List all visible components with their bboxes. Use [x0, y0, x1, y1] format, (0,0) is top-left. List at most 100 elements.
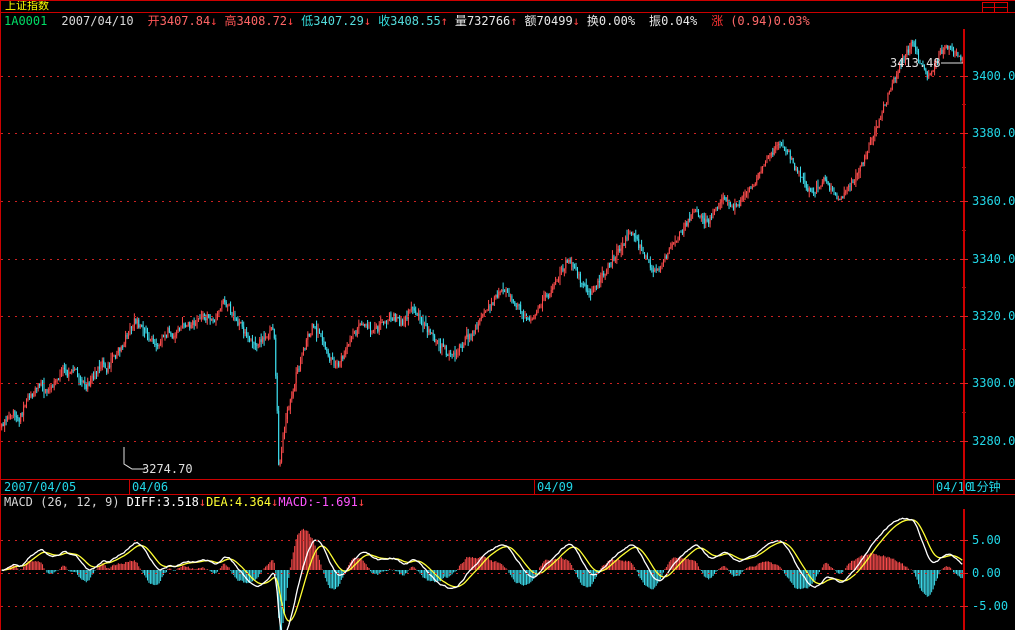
low-label: 低	[301, 14, 314, 28]
amount-label: 额	[524, 14, 537, 28]
price-minor-tick	[962, 287, 966, 288]
macd-gridline-neg5	[1, 606, 963, 607]
gridline-3360	[1, 201, 963, 202]
macd-gridline-5	[1, 540, 963, 541]
macd-label-5: 5.00	[972, 533, 1001, 547]
volume-arrow-icon: ↑	[510, 14, 518, 28]
date-label-1: 04/06	[132, 480, 169, 494]
price-axis: 3400.0 3380.0 3360.0 3340.0 3320.0 3300.…	[961, 29, 1015, 479]
macd-tick-neg5	[961, 606, 968, 607]
turnover-value: 0.00%	[598, 14, 636, 28]
close-label: 收	[378, 14, 391, 28]
macd-diff-arrow-icon: ↓	[198, 495, 207, 509]
price-minor-tick	[962, 230, 966, 231]
low-annotation-leader	[123, 447, 145, 470]
price-minor-tick	[962, 349, 966, 350]
change-label: 涨	[711, 14, 724, 28]
amount-value: 70499	[536, 14, 573, 28]
price-label-3300: 3300.0	[972, 376, 1015, 390]
date-label-3: 04/10	[936, 480, 973, 494]
amount-arrow-icon: ↓	[572, 14, 580, 28]
open-label: 开	[147, 14, 160, 28]
macd-label-neg5: -5.00	[972, 599, 1009, 613]
price-minor-tick	[962, 167, 966, 168]
change-paren: (0.94)	[730, 14, 774, 28]
turnover-label: 换	[586, 14, 599, 28]
macd-dea-arrow-icon: ↓	[271, 495, 279, 509]
price-tick-3340	[961, 259, 968, 260]
price-label-3280: 3280.0	[972, 434, 1015, 448]
low-value: 3407.29	[313, 14, 364, 28]
gridline-3340	[1, 259, 963, 260]
date-label-0: 2007/04/05	[4, 480, 77, 494]
candlestick-series	[1, 39, 963, 467]
quote-date: 2007/04/10	[61, 14, 134, 28]
price-label-3400: 3400.0	[972, 69, 1015, 83]
price-tick-3380	[961, 133, 968, 134]
macd-diff-value: 3.518	[162, 495, 199, 509]
low-price-annotation: 3274.70	[142, 462, 193, 476]
gridline-3380	[1, 133, 963, 134]
macd-title: MACD (26, 12, 9)	[4, 495, 120, 509]
volume-label: 量	[454, 14, 467, 28]
change-pct: 0.03%	[773, 14, 810, 28]
instrument-code: 1A0001	[4, 14, 48, 28]
macd-indicator-panel[interactable]: MACD (26, 12, 9) DIFF:3.518↓DEA:4.364↓MAC…	[1, 495, 1015, 630]
price-label-3360: 3360.0	[972, 194, 1015, 208]
split-window-icon[interactable]	[982, 2, 1008, 13]
macd-plot-area[interactable]	[1, 509, 963, 630]
price-label-3380: 3380.0	[972, 126, 1015, 140]
page-title: 上证指数	[5, 0, 49, 12]
date-axis: 2007/04/05 04/06 04/09 04/10 1分钟	[1, 479, 1015, 495]
gridline-3400	[1, 76, 963, 77]
close-value: 3408.55	[390, 14, 441, 28]
open-value: 3407.84	[159, 14, 211, 28]
window-titlebar: 上证指数	[1, 1, 1015, 13]
volume-value: 732766	[466, 14, 511, 28]
date-separator	[534, 480, 535, 494]
macd-label-0: 0.00	[972, 566, 1001, 580]
high-annotation-leader	[941, 62, 963, 64]
macd-tick-5	[961, 540, 968, 541]
high-arrow-icon: ↓	[287, 14, 295, 28]
macd-macd-value: -1.691	[314, 495, 358, 509]
price-tick-3280	[961, 441, 968, 442]
price-tick-3300	[961, 383, 968, 384]
price-label-3320: 3320.0	[972, 309, 1015, 323]
macd-series	[1, 517, 963, 630]
price-label-3340: 3340.0	[972, 252, 1015, 266]
open-arrow-icon: ↓	[210, 14, 218, 28]
amplitude-value: 0.04%	[661, 14, 698, 28]
price-minor-tick	[962, 104, 966, 105]
price-minor-tick	[962, 412, 966, 413]
close-arrow-icon: ↑	[440, 14, 448, 28]
axis-divider	[963, 480, 965, 494]
high-value: 3408.72	[236, 14, 288, 28]
gridline-3280	[1, 441, 963, 442]
macd-axis: 5.00 0.00 -5.00	[961, 509, 1015, 630]
macd-macd-arrow-icon: ↓	[357, 495, 366, 509]
macd-dea-label: DEA:	[206, 495, 235, 509]
gridline-3300	[1, 383, 963, 384]
macd-dea-value: 4.364	[234, 495, 272, 509]
price-tick-3400	[961, 76, 968, 77]
amplitude-label: 振	[649, 14, 662, 28]
price-tick-3320	[961, 316, 968, 317]
gridline-3320	[1, 316, 963, 317]
low-arrow-icon: ↓	[363, 14, 372, 28]
macd-diff-label: DIFF:	[126, 495, 163, 509]
date-separator	[933, 480, 934, 494]
date-label-2: 04/09	[537, 480, 574, 494]
high-label: 高	[224, 14, 237, 28]
date-separator	[129, 480, 130, 494]
period-label[interactable]: 1分钟	[969, 480, 1001, 494]
quote-summary-bar: 1A0001 2007/04/10 开3407.84↓ 高3408.72↓ 低3407.…	[4, 14, 810, 29]
macd-tick-0	[961, 573, 968, 574]
price-chart-panel[interactable]: 3413.48 3274.70 3400.0 3380.0 3360.0 334…	[1, 29, 1015, 479]
macd-macd-label: MACD:	[278, 495, 315, 509]
high-price-annotation: 3413.48	[890, 56, 941, 70]
macd-header: MACD (26, 12, 9) DIFF:3.518↓DEA:4.364↓MAC…	[4, 495, 365, 509]
price-tick-3360	[961, 201, 968, 202]
price-plot-area[interactable]: 3413.48 3274.70	[1, 29, 963, 479]
